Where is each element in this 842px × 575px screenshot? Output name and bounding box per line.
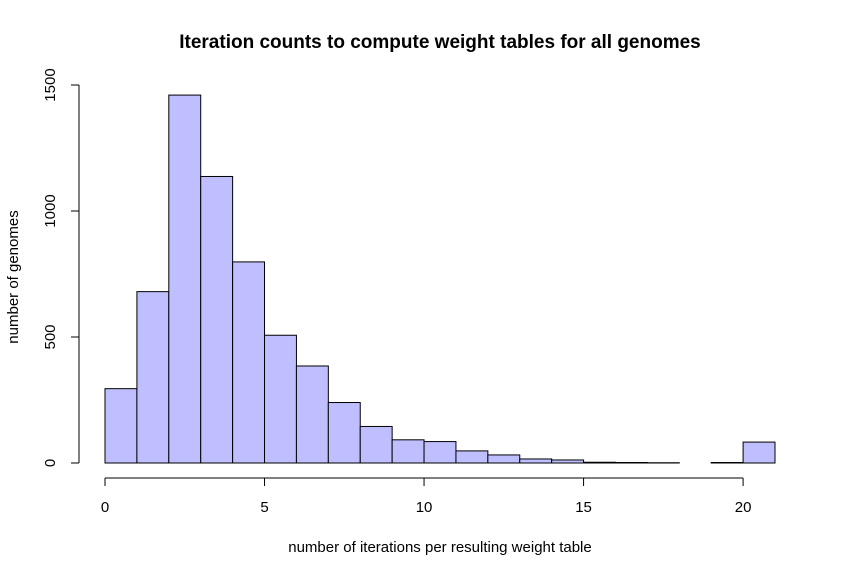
histogram-bar: [359, 425, 393, 464]
histogram-bar: [327, 402, 361, 464]
histogram-bar: [295, 365, 329, 464]
histogram-bar: [455, 450, 489, 464]
histogram-bar: [551, 459, 585, 464]
histogram-bar: [423, 441, 457, 464]
y-tick-label: 1000: [42, 194, 59, 227]
histogram-bar: [104, 388, 138, 464]
histogram-bar: [614, 461, 648, 464]
x-tick-label: 10: [416, 499, 433, 516]
histogram-bar: [487, 454, 521, 464]
x-tick-label: 0: [101, 499, 109, 516]
x-axis: 0 5 10 15 20: [101, 477, 752, 516]
histogram-bar: [200, 175, 234, 464]
x-tick-label: 5: [260, 499, 268, 516]
histogram-bar: [742, 441, 776, 464]
histogram-bar: [710, 461, 744, 464]
y-tick-label: 1500: [42, 68, 59, 101]
x-tick-label: 20: [735, 499, 752, 516]
x-axis-label: number of iterations per resulting weigh…: [288, 539, 592, 556]
y-axis-label: number of genomes: [5, 210, 22, 343]
histogram-bar: [168, 94, 202, 464]
bars-group: [104, 94, 776, 464]
histogram-bar: [232, 261, 266, 464]
histogram-bar: [391, 439, 425, 464]
histogram-bar: [264, 334, 297, 464]
chart-title: Iteration counts to compute weight table…: [179, 32, 701, 53]
histogram-bar: [136, 291, 170, 464]
x-tick-label: 15: [575, 499, 592, 516]
y-tick-label: 500: [42, 324, 59, 349]
y-tick-label: 0: [42, 459, 59, 467]
y-axis: 0 500 1000 1500: [42, 68, 80, 467]
histogram-bar: [519, 458, 553, 464]
histogram-bar: [583, 461, 616, 464]
